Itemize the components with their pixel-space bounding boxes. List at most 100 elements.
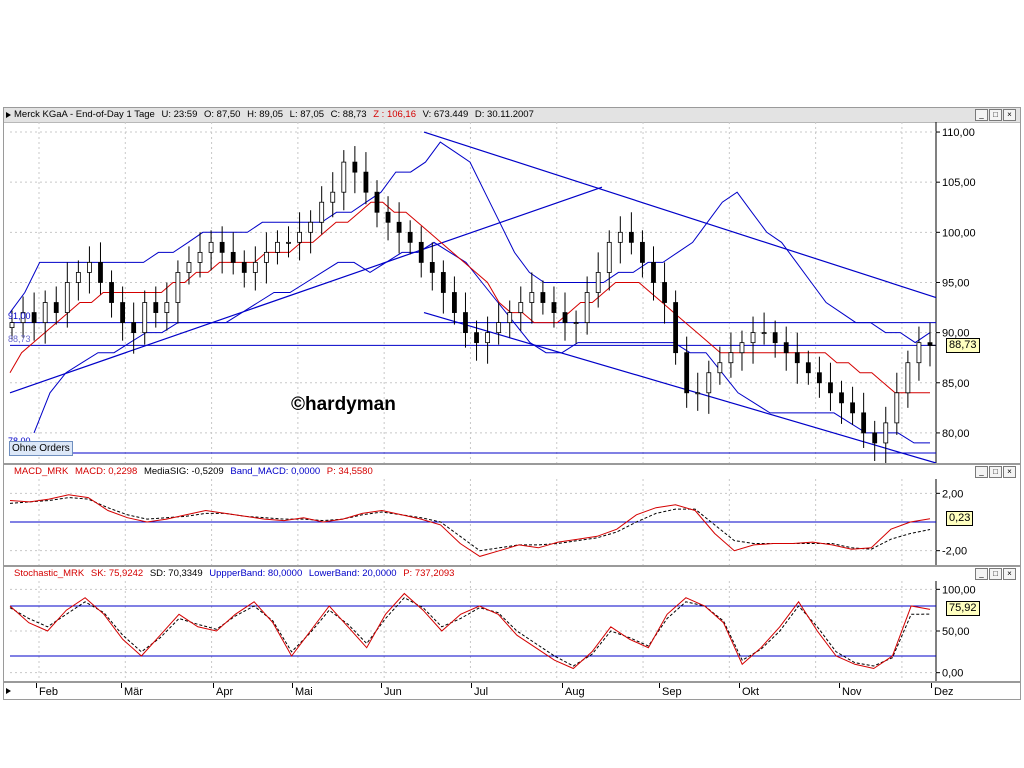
- close-icon[interactable]: ×: [1003, 109, 1016, 121]
- level-label-8873: 88,73: [8, 334, 31, 344]
- macd-indicator-name: MACD_MRK: [14, 466, 69, 477]
- month-label-1: Mär: [124, 686, 143, 698]
- stochastic-p-value: P: 737,2093: [403, 568, 455, 579]
- candle-body: [208, 241, 214, 253]
- candle-body: [120, 302, 126, 323]
- low-value: L: 87,05: [289, 109, 325, 120]
- candle-body: [872, 432, 878, 444]
- candle-body: [728, 352, 734, 364]
- instrument-name: Merck KGaA - End-of-Day 1 Tage: [14, 109, 155, 120]
- candle-body: [197, 251, 203, 263]
- month-label-4: Jun: [384, 686, 402, 698]
- candle-body: [53, 302, 59, 313]
- month-tick: [739, 683, 740, 688]
- minimize-icon[interactable]: _: [975, 466, 988, 478]
- candle-body: [42, 302, 48, 323]
- orders-button[interactable]: Ohne Orders: [9, 441, 73, 456]
- candle-body: [219, 241, 225, 253]
- minimize-icon[interactable]: _: [975, 109, 988, 121]
- month-tick: [292, 683, 293, 688]
- month-label-2: Apr: [216, 686, 234, 698]
- candle-body: [64, 282, 70, 313]
- candle-body: [230, 251, 236, 263]
- candle-body: [805, 362, 811, 374]
- restore-icon[interactable]: □: [989, 568, 1002, 580]
- level-label-91: 91,00: [8, 311, 31, 321]
- restore-icon[interactable]: □: [989, 466, 1002, 478]
- candle-body: [662, 282, 667, 303]
- candle-body: [429, 262, 435, 273]
- close-icon[interactable]: ×: [1003, 568, 1016, 580]
- candle-body: [330, 191, 336, 203]
- candle-body: [794, 352, 800, 364]
- candle-body: [131, 322, 137, 334]
- price-y-tick-label: 105,00: [942, 177, 976, 189]
- price-y-tick-label: 90,00: [942, 328, 970, 340]
- candle-body: [352, 161, 358, 173]
- candle-body: [750, 332, 756, 344]
- candle-body: [684, 352, 690, 394]
- candle-body: [31, 312, 37, 323]
- price-plot[interactable]: 110,00 105,00 100,00 95,00 90,00 85,00 80,00: [4, 122, 1020, 463]
- candle-body: [717, 362, 723, 374]
- month-label-10: Dez: [934, 686, 954, 698]
- window-buttons: _ □ ×: [975, 109, 1016, 121]
- candle-body: [584, 292, 590, 323]
- price-y-tick-label: 100,00: [942, 227, 976, 239]
- price-y-tick-label: 110,00: [942, 127, 975, 139]
- candle-body: [485, 332, 490, 344]
- stochastic-y-tick-label: 100,00: [942, 584, 976, 596]
- candle-body: [529, 292, 535, 303]
- candle-body: [440, 272, 446, 293]
- candle-body: [540, 292, 546, 303]
- stochastic-plot[interactable]: 100,00 50,00 0,00: [4, 581, 1020, 681]
- macd-pane[interactable]: MACD_MRK MACD: 0,2298 MediaSIG: -0,5209 …: [3, 464, 1021, 566]
- price-chart-pane[interactable]: Merck KGaA - End-of-Day 1 Tage U: 23:59 …: [3, 107, 1021, 464]
- month-tick: [36, 683, 37, 688]
- month-label-8: Okt: [742, 686, 760, 698]
- time-value: U: 23:59: [161, 109, 198, 120]
- candle-body: [916, 342, 922, 364]
- macd-plot[interactable]: 2,00 -2,00: [4, 479, 1020, 565]
- close-value: C: 88,73: [330, 109, 367, 120]
- time-axis[interactable]: Feb Mär Apr Mai Jun Jul Aug Sep Okt Nov Dez: [3, 682, 1021, 700]
- candle-body: [496, 322, 502, 334]
- date-value: D: 30.11.2007: [474, 109, 534, 120]
- candle-body: [595, 272, 601, 293]
- minimize-icon[interactable]: _: [975, 568, 988, 580]
- stochastic-last-value-label: 75,92: [946, 601, 980, 616]
- stochastic-header: Stochastic_MRK SK: 75,9242 SD: 70,3349 U…: [4, 567, 1020, 581]
- stochastic-upper-value: UppperBand: 80,0000: [209, 568, 303, 579]
- stochastic-sd-value: SD: 70,3349: [149, 568, 203, 579]
- stochastic-sd-line: [9, 597, 931, 667]
- candle-body: [142, 302, 148, 334]
- candle-body: [374, 191, 380, 213]
- collapse-arrow-icon[interactable]: [6, 112, 11, 118]
- month-label-7: Sep: [662, 686, 682, 698]
- month-tick: [121, 683, 122, 688]
- macd-signal-line: [9, 497, 931, 552]
- candle-body: [617, 231, 623, 243]
- month-label-0: Feb: [39, 686, 58, 698]
- candle-body: [341, 161, 347, 193]
- scroll-left-icon[interactable]: [6, 688, 11, 694]
- month-tick: [213, 683, 214, 688]
- candle-body: [739, 342, 745, 354]
- candle-body: [783, 342, 789, 354]
- candle-body: [628, 231, 634, 243]
- stochastic-indicator-name: Stochastic_MRK: [14, 568, 85, 579]
- candle-body: [385, 211, 391, 223]
- candle-body: [772, 332, 778, 344]
- candle-body: [706, 372, 712, 394]
- close-icon[interactable]: ×: [1003, 466, 1016, 478]
- macd-header: MACD_MRK MACD: 0,2298 MediaSIG: -0,5209 …: [4, 465, 1020, 479]
- candle-body: [894, 392, 900, 424]
- restore-icon[interactable]: □: [989, 109, 1002, 121]
- candle-body: [573, 322, 579, 324]
- moving-average-line: [9, 201, 930, 394]
- candle-body: [396, 221, 402, 233]
- candle-body: [418, 241, 424, 263]
- macd-p-value: P: 34,5580: [326, 466, 373, 477]
- stochastic-pane[interactable]: Stochastic_MRK SK: 75,9242 SD: 70,3349 U…: [3, 566, 1021, 682]
